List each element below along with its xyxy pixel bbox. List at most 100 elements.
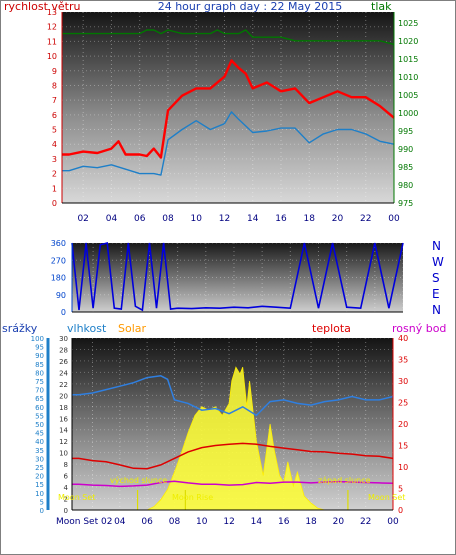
rain-tick: 50: [35, 421, 44, 429]
pressure-tick: 990: [398, 145, 413, 154]
panel3-x-tick: 18: [305, 517, 317, 527]
panel3-x-tick: 16: [278, 517, 290, 527]
temperature-tick: 10: [398, 463, 408, 472]
wind-direction-tick: 0: [61, 308, 66, 317]
pressure-tick: 1020: [398, 37, 418, 46]
temperature-tick: 0: [398, 506, 403, 515]
sunrise-annotation: východ slunce: [110, 476, 167, 485]
wind-speed-tick: 13: [47, 8, 57, 17]
wind-speed-tick: 2: [52, 170, 57, 179]
pressure-tick: 980: [398, 181, 413, 190]
temperature-label: teplota: [312, 322, 351, 335]
humidity-scale-tick: 0: [64, 507, 68, 515]
humidity-scale-tick: 24: [59, 369, 68, 377]
wind-direction-line: [71, 241, 404, 312]
pressure-tick: 985: [398, 163, 413, 172]
dew-point-line: [72, 480, 394, 488]
humidity-scale-tick: 10: [59, 450, 68, 458]
solar-area: [72, 366, 393, 511]
panel3-x-tick: 04: [114, 517, 126, 527]
panel3-x-tick: 14: [251, 517, 263, 527]
rain-tick: 80: [35, 369, 44, 377]
panel3-x-tick: 10: [196, 517, 208, 527]
panel1-x-tick: 08: [162, 214, 174, 224]
temperature-tick: 35: [398, 356, 408, 365]
rain-tick: 0: [40, 507, 44, 515]
rain-tick: 75: [35, 378, 44, 386]
rain-tick: 40: [35, 438, 44, 446]
compass-label-n-bottom: N: [432, 303, 441, 317]
rain-tick: 20: [35, 473, 44, 481]
panel1-x-tick: 04: [106, 214, 118, 224]
rain-tick: 10: [35, 490, 44, 498]
wind-speed-tick: 11: [47, 37, 57, 46]
moonrise-annotation: Moon Rise: [172, 493, 213, 502]
compass-label-s: S: [432, 271, 440, 285]
panel1-x-tick: 12: [219, 214, 230, 224]
humidity-scale-tick: 6: [64, 473, 69, 481]
rain-tick: 45: [35, 430, 44, 438]
rain-tick: 90: [35, 352, 44, 360]
compass-label-n-top: N: [432, 239, 441, 253]
panel3-x-tick: 20: [333, 517, 345, 527]
pressure-tick: 1000: [398, 109, 418, 118]
panel1-lines-layer: [62, 29, 395, 176]
humidity-scale-tick: 4: [64, 484, 69, 492]
temperature-tick: 40: [398, 334, 408, 343]
rain-tick: 30: [35, 455, 44, 463]
panel1-x-tick: 20: [332, 214, 344, 224]
pressure-tick: 1010: [398, 73, 418, 82]
wind-direction-tick: 90: [56, 291, 66, 300]
humidity-line: [72, 375, 394, 417]
rain-tick: 25: [35, 464, 44, 472]
rain-tick: 55: [35, 412, 44, 420]
humidity-scale-tick: 26: [59, 358, 68, 366]
panel1-x-tick: 06: [134, 214, 146, 224]
moonset-right-annotation: Moon Set: [368, 493, 405, 502]
temperature-line: [72, 442, 394, 470]
rain-tick: 5: [40, 498, 44, 506]
panel3-x-tick: 22: [360, 517, 371, 527]
pressure-tick: 975: [398, 199, 413, 208]
wind-speed-tick: 12: [47, 23, 57, 32]
chart-title: 24 hour graph day : 22 May 2015: [158, 0, 343, 13]
rain-tick: 85: [35, 361, 44, 369]
pressure-tick: 1015: [398, 55, 418, 64]
humidity-scale-tick: 16: [59, 415, 68, 423]
panel2-lines-layer: [71, 241, 404, 312]
compass-label-w: W: [432, 255, 444, 269]
wind-direction-tick: 270: [51, 256, 66, 265]
panel1-plot-area: [62, 12, 394, 203]
rain-tick: 95: [35, 344, 44, 352]
wind-speed-tick: 4: [52, 140, 57, 149]
panel3-lines-layer: [72, 375, 394, 488]
pressure-line: [62, 29, 395, 46]
temperature-tick: 5: [398, 485, 403, 494]
wind-speed-tick: 9: [52, 67, 57, 76]
temperature-tick: 30: [398, 377, 408, 386]
temperature-tick: 20: [398, 420, 408, 429]
wind-direction-tick: 180: [51, 274, 66, 283]
humidity-label: vlhkost: [67, 322, 107, 335]
humidity-scale-tick: 18: [59, 404, 68, 412]
pressure-tick: 995: [398, 127, 413, 136]
wind-average-line: [62, 111, 395, 176]
rain-tick: 70: [35, 387, 44, 395]
sunset-annotation: západ slunce: [318, 476, 371, 485]
temperature-tick: 25: [398, 399, 408, 408]
panel3-x-first-label: Moon Set 02: [56, 517, 112, 527]
humidity-scale-tick: 14: [59, 427, 68, 435]
humidity-scale-tick: 12: [59, 438, 68, 446]
moonset-left-annotation: Moon Set: [58, 493, 95, 502]
wind-speed-tick: 6: [52, 111, 57, 120]
pressure-axis-label: tlak: [371, 0, 392, 13]
wind-speed-tick: 5: [52, 126, 57, 135]
panel3-x-tick: 06: [141, 517, 153, 527]
humidity-scale-tick: 8: [64, 461, 68, 469]
solar-label: Solar: [118, 322, 147, 335]
rain-tick: 60: [35, 404, 44, 412]
axis-ticks-layer: 02 04 06 08 10 12 14 16 18 20 22 000123456789101112…: [31, 8, 419, 527]
solar-series-layer: [72, 366, 393, 511]
